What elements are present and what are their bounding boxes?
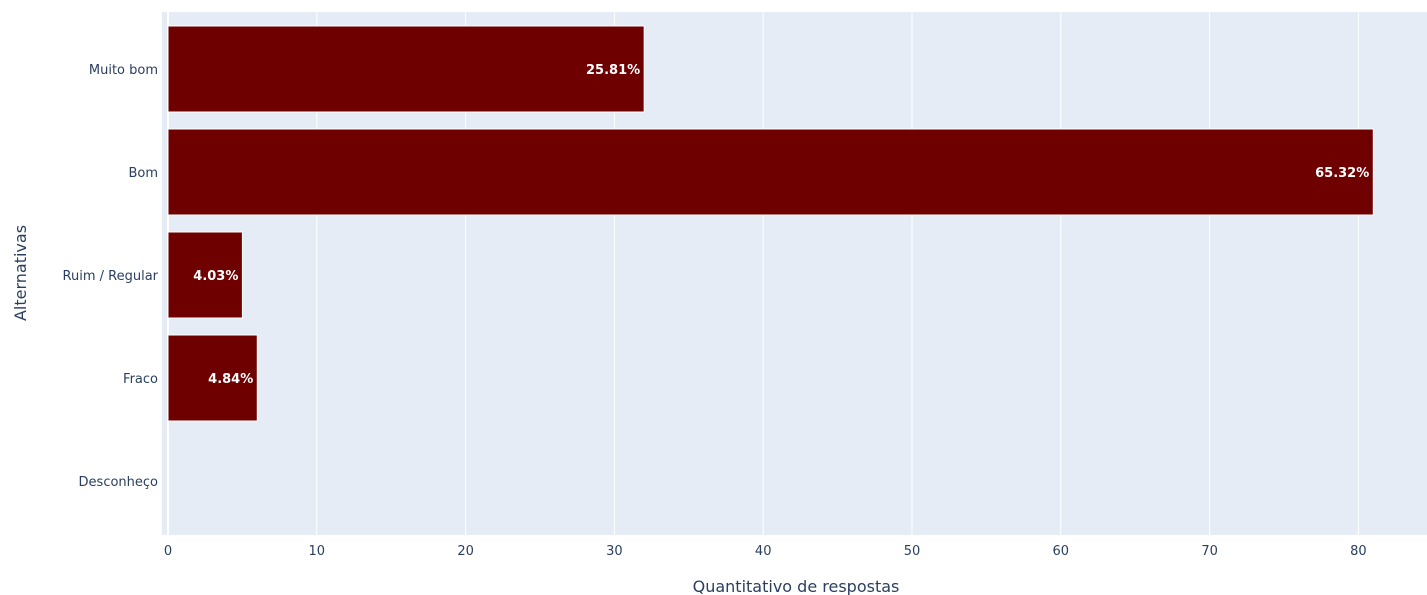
x-tick-label: 50 bbox=[904, 544, 921, 559]
bar bbox=[167, 25, 645, 113]
y-axis-title: Alternativas bbox=[11, 225, 30, 321]
x-tick-label: 80 bbox=[1350, 544, 1367, 559]
bar bbox=[167, 231, 243, 319]
x-tick-label: 40 bbox=[755, 544, 772, 559]
x-tick-label: 60 bbox=[1053, 544, 1070, 559]
bar-data-label: 65.32% bbox=[1315, 166, 1369, 181]
x-tick-label: 0 bbox=[164, 544, 172, 559]
bar-data-label: 25.81% bbox=[586, 63, 640, 78]
x-tick-label: 30 bbox=[606, 544, 623, 559]
y-tick-label: Fraco bbox=[123, 372, 158, 387]
bar-labels: 25.81% 65.32% 4.03% 4.84% bbox=[193, 63, 1369, 387]
y-axis-ticks: Muito bom Bom Ruim / Regular Fraco Desconheç… bbox=[63, 63, 159, 490]
x-tick-label: 20 bbox=[457, 544, 474, 559]
x-tick-label: 10 bbox=[309, 544, 326, 559]
y-tick-label: Muito bom bbox=[89, 63, 158, 78]
bar-data-label: 4.03% bbox=[193, 269, 238, 284]
x-axis-title: Quantitativo de respostas bbox=[693, 577, 900, 595]
bar bbox=[167, 334, 258, 422]
bar bbox=[167, 128, 1374, 216]
y-tick-label: Ruim / Regular bbox=[63, 269, 159, 284]
y-tick-label: Bom bbox=[128, 166, 158, 181]
bar-data-label: 4.84% bbox=[208, 372, 253, 387]
y-tick-label: Desconheço bbox=[79, 475, 159, 490]
x-tick-label: 70 bbox=[1201, 544, 1218, 559]
x-axis-ticks: 0 10 20 30 40 50 60 70 80 bbox=[164, 544, 1367, 559]
bars bbox=[167, 25, 1374, 422]
